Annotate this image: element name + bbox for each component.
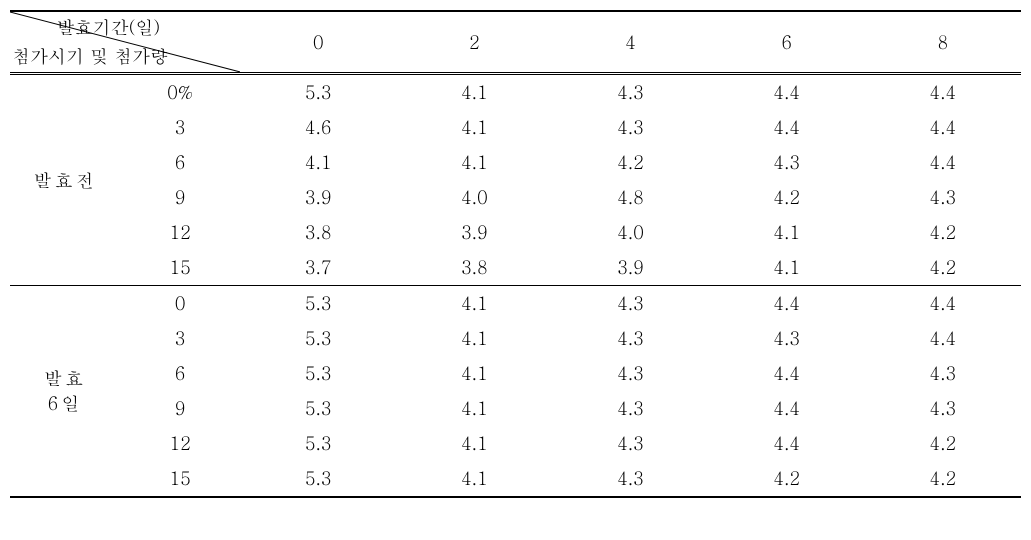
data-cell: 4.1	[396, 145, 552, 180]
pct-cell: 3	[120, 321, 240, 356]
data-cell: 4.4	[865, 145, 1021, 180]
table-row: 9 5.3 4.1 4.3 4.4 4.3	[10, 391, 1021, 426]
data-cell: 4.4	[709, 356, 865, 391]
column-header: 8	[865, 11, 1021, 74]
data-table: 발효기간(일) 첨가시기 및 첨가량 0 2 4 6 8 발효전 0% 5.3 …	[10, 10, 1021, 498]
table-row: 15 5.3 4.1 4.3 4.2 4.2	[10, 461, 1021, 497]
data-cell: 4.4	[865, 110, 1021, 145]
table-row: 3 5.3 4.1 4.3 4.3 4.4	[10, 321, 1021, 356]
column-header: 4	[552, 11, 708, 74]
pct-cell: 15	[120, 250, 240, 286]
data-cell: 4.2	[865, 250, 1021, 286]
column-header: 0	[240, 11, 396, 74]
data-cell: 4.4	[709, 286, 865, 322]
data-cell: 4.2	[709, 180, 865, 215]
data-cell: 4.2	[552, 145, 708, 180]
data-cell: 4.4	[709, 426, 865, 461]
header-bottom-label: 첨가시기 및 첨가량	[12, 44, 168, 69]
data-cell: 3.8	[396, 250, 552, 286]
table-row: 6 5.3 4.1 4.3 4.4 4.3	[10, 356, 1021, 391]
table-row: 15 3.7 3.8 3.9 4.1 4.2	[10, 250, 1021, 286]
data-cell: 4.1	[396, 286, 552, 322]
table-row: 6 4.1 4.1 4.2 4.3 4.4	[10, 145, 1021, 180]
data-cell: 4.0	[396, 180, 552, 215]
group-label: 발효전	[10, 74, 120, 286]
data-cell: 4.2	[865, 461, 1021, 497]
group-label: 발효6일	[10, 286, 120, 498]
table-row: 9 3.9 4.0 4.8 4.2 4.3	[10, 180, 1021, 215]
data-cell: 3.9	[396, 215, 552, 250]
pct-cell: 0%	[120, 74, 240, 111]
data-cell: 4.1	[709, 250, 865, 286]
pct-cell: 15	[120, 461, 240, 497]
data-cell: 4.3	[552, 391, 708, 426]
pct-cell: 12	[120, 215, 240, 250]
data-cell: 4.3	[552, 74, 708, 111]
pct-cell: 0	[120, 286, 240, 322]
data-cell: 4.1	[396, 461, 552, 497]
data-cell: 5.3	[240, 74, 396, 111]
data-cell: 4.3	[552, 426, 708, 461]
data-cell: 5.3	[240, 286, 396, 322]
data-cell: 5.3	[240, 321, 396, 356]
data-cell: 3.8	[240, 215, 396, 250]
table-row: 3 4.6 4.1 4.3 4.4 4.4	[10, 110, 1021, 145]
data-cell: 4.3	[552, 286, 708, 322]
data-cell: 4.4	[865, 286, 1021, 322]
data-cell: 4.3	[552, 461, 708, 497]
table-row: 발효전 0% 5.3 4.1 4.3 4.4 4.4	[10, 74, 1021, 111]
table-header-row: 발효기간(일) 첨가시기 및 첨가량 0 2 4 6 8	[10, 11, 1021, 74]
data-cell: 3.9	[240, 180, 396, 215]
data-cell: 4.2	[709, 461, 865, 497]
data-cell: 4.2	[865, 215, 1021, 250]
data-cell: 4.0	[552, 215, 708, 250]
data-cell: 5.3	[240, 461, 396, 497]
pct-cell: 6	[120, 356, 240, 391]
data-cell: 4.3	[709, 145, 865, 180]
pct-cell: 12	[120, 426, 240, 461]
data-cell: 4.4	[709, 110, 865, 145]
data-cell: 5.3	[240, 356, 396, 391]
data-cell: 4.1	[396, 426, 552, 461]
table-row: 발효6일 0 5.3 4.1 4.3 4.4 4.4	[10, 286, 1021, 322]
data-cell: 4.6	[240, 110, 396, 145]
column-header: 2	[396, 11, 552, 74]
header-top-label: 발효기간(일)	[57, 15, 161, 40]
data-cell: 4.1	[396, 74, 552, 111]
data-cell: 4.1	[396, 321, 552, 356]
data-cell: 4.1	[396, 356, 552, 391]
data-cell: 4.4	[865, 74, 1021, 111]
data-cell: 4.3	[865, 356, 1021, 391]
data-cell: 4.3	[552, 321, 708, 356]
data-cell: 4.1	[396, 110, 552, 145]
data-cell: 3.7	[240, 250, 396, 286]
pct-cell: 9	[120, 391, 240, 426]
data-cell: 4.3	[552, 356, 708, 391]
data-cell: 4.4	[865, 321, 1021, 356]
data-cell: 4.1	[709, 215, 865, 250]
pct-cell: 3	[120, 110, 240, 145]
table-row: 12 5.3 4.1 4.3 4.4 4.2	[10, 426, 1021, 461]
table-row: 12 3.8 3.9 4.0 4.1 4.2	[10, 215, 1021, 250]
data-cell: 4.3	[865, 391, 1021, 426]
data-cell: 4.3	[552, 110, 708, 145]
pct-cell: 6	[120, 145, 240, 180]
data-cell: 4.4	[709, 74, 865, 111]
data-cell: 5.3	[240, 426, 396, 461]
data-cell: 4.2	[865, 426, 1021, 461]
pct-cell: 9	[120, 180, 240, 215]
data-cell: 5.3	[240, 391, 396, 426]
data-cell: 4.4	[709, 391, 865, 426]
data-cell: 4.8	[552, 180, 708, 215]
data-cell: 4.3	[865, 180, 1021, 215]
column-header: 6	[709, 11, 865, 74]
data-cell: 4.1	[396, 391, 552, 426]
data-cell: 4.3	[709, 321, 865, 356]
data-cell: 4.1	[240, 145, 396, 180]
diagonal-header-cell: 발효기간(일) 첨가시기 및 첨가량	[10, 11, 240, 74]
data-cell: 3.9	[552, 250, 708, 286]
